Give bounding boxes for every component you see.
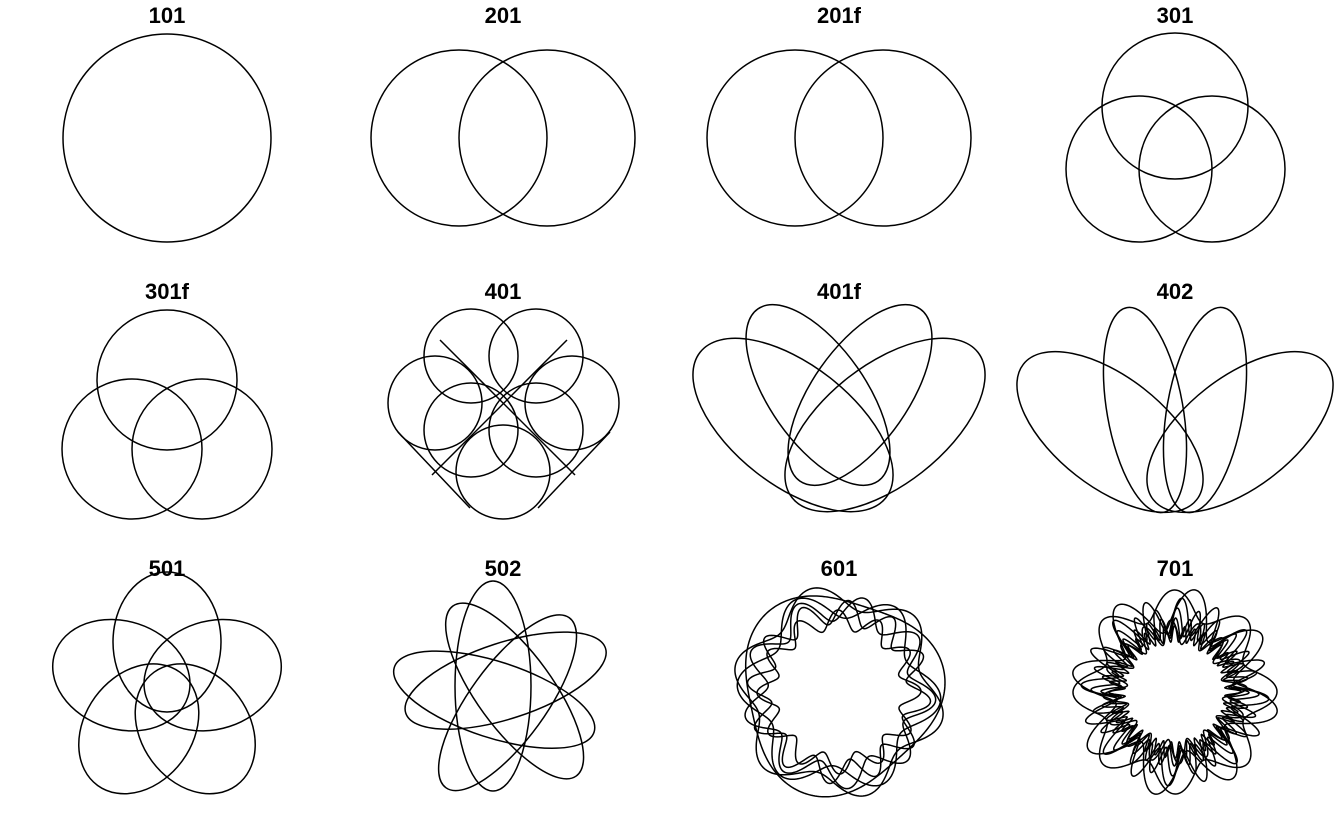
set-outline: [1138, 95, 1286, 243]
set-outline: [370, 49, 548, 227]
set-outline: [734, 587, 946, 798]
set-outline: [387, 308, 620, 520]
set-outline: [392, 580, 607, 792]
panel-title: 401: [485, 279, 522, 304]
panel-title: 301f: [145, 279, 190, 304]
set-outline: [784, 337, 986, 513]
set-outline: [1162, 306, 1248, 514]
set-outline: [51, 571, 283, 795]
panel-101: 101: [62, 3, 272, 243]
panel-701: 701: [1072, 556, 1278, 795]
set-outline: [794, 49, 972, 227]
set-outline: [131, 378, 273, 520]
panel-title: 501: [149, 556, 186, 581]
set-outline: [692, 337, 894, 513]
panel-601: 601: [734, 556, 946, 798]
set-outline: [1065, 95, 1213, 243]
panel-title: 402: [1157, 279, 1194, 304]
set-outline: [61, 378, 203, 520]
panel-title: 401f: [817, 279, 862, 304]
set-outline: [1102, 306, 1188, 514]
set-outline: [96, 309, 238, 451]
panel-title: 101: [149, 3, 186, 28]
panel-401: 401: [387, 279, 620, 520]
panel-title: 201: [485, 3, 522, 28]
panel-201f: 201f: [706, 3, 972, 227]
panel-301: 301: [1065, 3, 1286, 243]
panel-501: 501: [51, 556, 283, 795]
panel-title: 601: [821, 556, 858, 581]
panel-301f: 301f: [61, 279, 273, 520]
panel-402: 402: [1016, 279, 1334, 514]
panel-502: 502: [392, 556, 607, 792]
panel-title: 502: [485, 556, 522, 581]
set-outline: [458, 49, 636, 227]
set-outline: [1016, 350, 1204, 514]
panel-201: 201: [370, 3, 636, 227]
panel-title: 301: [1157, 3, 1194, 28]
set-outline: [706, 49, 884, 227]
set-outline: [745, 303, 891, 487]
set-outline: [1146, 350, 1334, 514]
set-outline: [787, 303, 933, 487]
set-outline: [62, 33, 272, 243]
set-outline: [1072, 589, 1278, 795]
panel-title: 701: [1157, 556, 1194, 581]
panel-title: 201f: [817, 3, 862, 28]
panel-401f: 401f: [692, 279, 986, 513]
